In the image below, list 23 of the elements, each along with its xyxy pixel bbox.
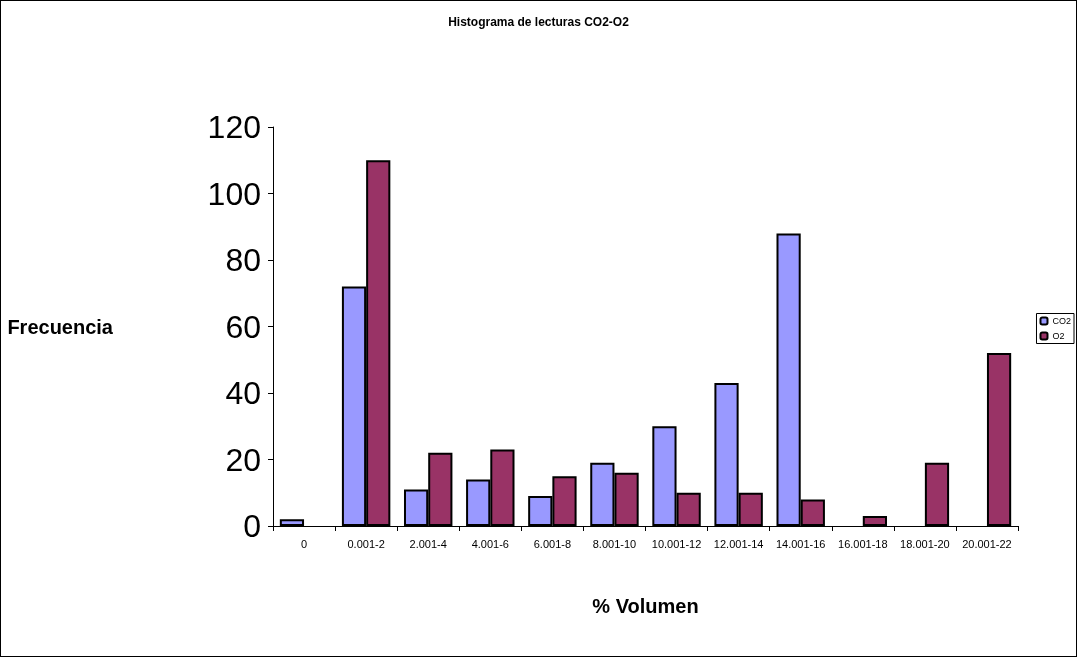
x-tick-label: 10.001-12 [651,537,702,550]
x-tick-label: 4.001-6 [471,537,509,550]
x-tick-label: 0 [300,537,308,550]
y-tick-label: 40 [225,375,261,411]
x-tick-label: 2.001-4 [409,537,447,550]
y-tick-label: 80 [225,242,261,278]
legend-label: O2 [1052,331,1065,341]
y-axis-title: Frecuencia [7,315,114,338]
y-tick-label: 20 [225,441,261,478]
x-tick-label: 8.001-10 [592,537,637,550]
y-tick-label: 100 [207,175,261,212]
y-tick-label: 120 [207,109,261,145]
x-tick-label: 12.001-14 [713,537,764,550]
y-tick-label: 60 [225,308,261,345]
chart-title: Histograma de lecturas CO2-O2 [448,15,630,29]
x-axis-title: % Volumen [592,595,699,617]
x-tick-label: 20.001-22 [962,537,1012,550]
x-tick-label: 0.001-2 [347,537,385,550]
x-tick-label: 18.001-20 [900,537,950,550]
x-tick-label: 14.001-16 [775,537,826,550]
x-tick-label: 6.001-8 [533,537,572,550]
legend-label: CO2 [1052,316,1072,326]
x-tick-label: 16.001-18 [838,537,888,550]
